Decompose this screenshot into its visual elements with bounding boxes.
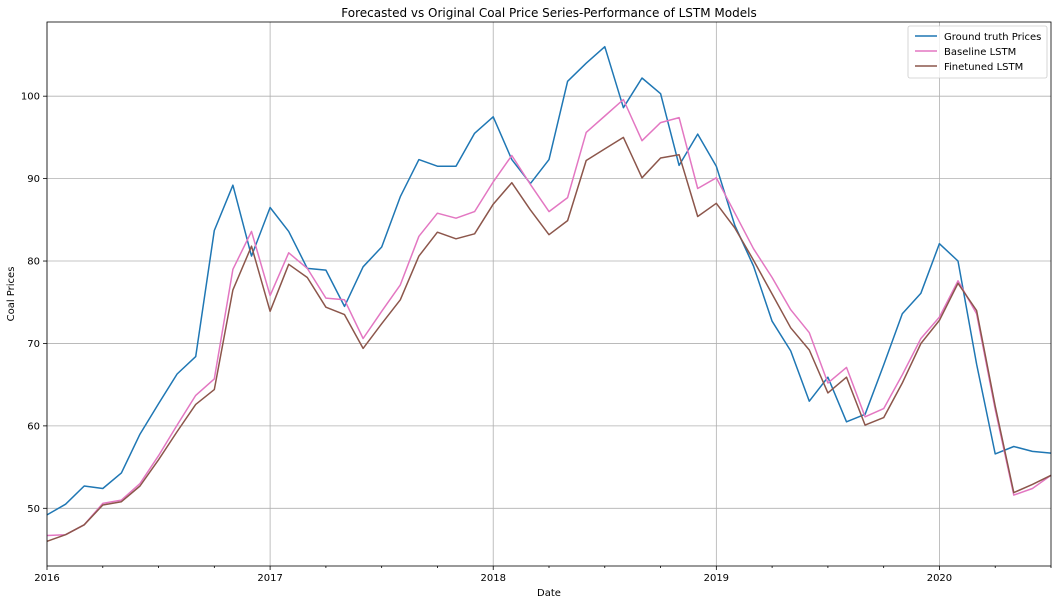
y-tick-label-100: 100 [21,92,40,103]
grid [46,22,1051,566]
legend-label-ground-truth: Ground truth Prices [944,32,1041,43]
chart-title: Forecasted vs Original Coal Price Series… [341,6,756,20]
x-tick-label-2016: 2016 [34,573,59,584]
x-tick-label-2019: 2019 [704,573,729,584]
legend-label-finetuned-lstm: Finetuned LSTM [944,62,1023,73]
x-tick-label-2018: 2018 [480,573,505,584]
legend-frame [907,25,1048,79]
x-tick-label-2020: 2020 [927,573,952,584]
x-axis-label: Date [537,588,561,599]
y-axis-ticks: 50 60 70 80 90 100 [21,92,47,515]
y-tick-label-90: 90 [27,174,40,185]
x-tick-label-2017: 2017 [257,573,282,584]
legend-label-baseline-lstm: Baseline LSTM [944,47,1016,58]
series-line-baseline-lstm [46,98,1052,537]
y-tick-label-70: 70 [27,339,40,350]
series-lines [46,45,1052,543]
x-axis-ticks: 2016 2017 2018 2019 2020 [34,566,1052,584]
y-tick-label-80: 80 [27,257,40,268]
series-line-finetuned-lstm [46,136,1052,543]
y-tick-label-50: 50 [27,504,40,515]
y-tick-label-60: 60 [27,421,40,432]
series-line-ground-truth-prices [46,45,1052,516]
legend: Ground truth Prices Baseline LSTM Finetu… [907,25,1048,79]
y-axis-label: Coal Prices [6,267,17,322]
